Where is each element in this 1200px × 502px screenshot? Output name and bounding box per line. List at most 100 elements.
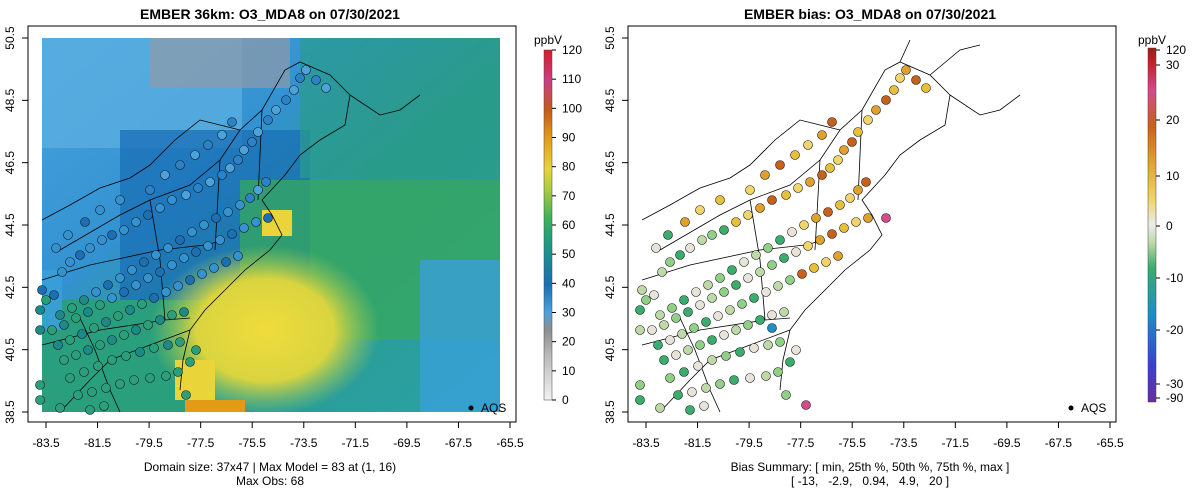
left-obs-dot (163, 243, 173, 253)
right-x-tick-label: -73.5 (890, 436, 918, 450)
right-obs-dot (701, 317, 711, 327)
left-obs-dot (55, 310, 65, 320)
right-obs-dot (785, 275, 795, 285)
right-obs-dot (811, 213, 821, 223)
left-obs-dot (245, 193, 255, 203)
right-y-tick-label: 40.5 (603, 338, 617, 362)
right-obs-dot (853, 127, 863, 137)
right-obs-dot (911, 75, 921, 85)
left-obs-dot (95, 340, 105, 350)
right-obs-dot (781, 190, 791, 200)
left-obs-dot (107, 230, 117, 240)
left-obs-dot (115, 195, 125, 205)
left-aqs-observations (35, 65, 331, 415)
left-obs-dot (75, 250, 85, 260)
right-obs-dot (825, 163, 835, 173)
left-obs-dot (79, 295, 89, 305)
right-obs-dot (695, 340, 705, 350)
right-x-tick-label: -65.5 (1096, 436, 1124, 450)
right-obs-dot (773, 281, 783, 291)
left-obs-dot (127, 265, 137, 275)
left-obs-dot (101, 383, 111, 393)
right-legend-tick-label: -10 (1166, 271, 1184, 285)
left-obs-dot (49, 290, 59, 300)
left-obs-dot (89, 323, 99, 333)
right-obs-dot (689, 323, 699, 333)
right-obs-dot (715, 273, 725, 283)
right-obs-dot (687, 387, 697, 397)
left-obs-dot (190, 150, 200, 160)
right-obs-dot (803, 241, 813, 251)
right-y-tick-label: 46.5 (603, 151, 617, 175)
left-x-axis: -83.5 -81.5 -79.5 -77.5 -75.5 -73.5 -71.5 -69.5… (32, 422, 524, 450)
left-obs-dot (251, 217, 261, 227)
right-obs-dot (635, 380, 645, 390)
right-obs-dot (665, 335, 675, 345)
right-obs-dot (713, 311, 723, 321)
right-obs-dot (707, 293, 717, 303)
left-x-tick-label: -83.5 (32, 436, 60, 450)
right-obs-dot (637, 285, 647, 295)
left-obs-dot (163, 340, 173, 350)
left-obs-dot (263, 115, 273, 125)
right-caption-line2: [ -13, -2.9, 0.94, 4.9, 20 ] (791, 474, 949, 488)
right-obs-dot (767, 323, 777, 333)
left-obs-dot (175, 337, 185, 347)
left-obs-dot (71, 313, 81, 323)
right-obs-dot (701, 383, 711, 393)
right-obs-dot (671, 350, 681, 360)
left-legend-unit: ppbV (534, 33, 562, 47)
left-obs-dot (149, 293, 159, 303)
right-obs-dot (823, 207, 833, 217)
right-obs-dot (715, 379, 725, 389)
right-obs-dot (921, 83, 931, 93)
left-obs-dot (155, 203, 165, 213)
left-x-tick-label: -75.5 (239, 436, 267, 450)
left-obs-dot (107, 355, 117, 365)
left-obs-dot (185, 275, 195, 285)
right-obs-dot (693, 361, 703, 371)
left-obs-dot (239, 145, 249, 155)
left-obs-dot (77, 329, 87, 339)
left-obs-dot (135, 347, 145, 357)
right-obs-dot (791, 247, 801, 257)
left-obs-dot (85, 243, 95, 253)
left-obs-dot (193, 183, 203, 193)
left-obs-dot (145, 185, 155, 195)
left-obs-dot (239, 223, 249, 233)
left-obs-dot (35, 325, 45, 335)
right-obs-dot (743, 210, 753, 220)
left-obs-dot (203, 241, 213, 251)
left-obs-dot (131, 325, 141, 335)
right-obs-dot (685, 405, 695, 415)
left-obs-dot (175, 235, 185, 245)
left-x-tick-label: -73.5 (290, 436, 318, 450)
left-legend-tick-label: 60 (562, 218, 576, 232)
right-obs-dot (641, 295, 651, 305)
right-y-tick-label: 48.5 (603, 88, 617, 112)
left-obs-dot (83, 307, 93, 317)
right-obs-dot (809, 263, 819, 273)
right-obs-dot (683, 345, 693, 355)
right-x-axis: -83.5 -81.5 -79.5 -77.5 -75.5 -73.5 -71.5 -69.5… (632, 422, 1124, 450)
left-obs-dot (95, 205, 105, 215)
left-obs-dot (87, 387, 97, 397)
left-obs-dot (85, 405, 95, 415)
left-obs-dot (131, 280, 141, 290)
left-obs-dot (211, 213, 221, 223)
left-legend-tick-label: 50 (562, 247, 576, 261)
left-obs-dot (47, 325, 57, 335)
left-obs-dot (209, 263, 219, 273)
left-obs-dot (161, 371, 171, 381)
right-obs-dot (699, 401, 709, 411)
left-obs-dot (119, 287, 129, 297)
right-obs-dot (773, 367, 783, 377)
right-obs-dot (695, 300, 705, 310)
right-obs-dot (665, 373, 675, 383)
right-obs-dot (745, 373, 755, 383)
right-obs-dot (715, 195, 725, 205)
left-obs-dot (121, 351, 131, 361)
right-obs-dot (847, 137, 857, 147)
right-obs-dot (763, 340, 773, 350)
